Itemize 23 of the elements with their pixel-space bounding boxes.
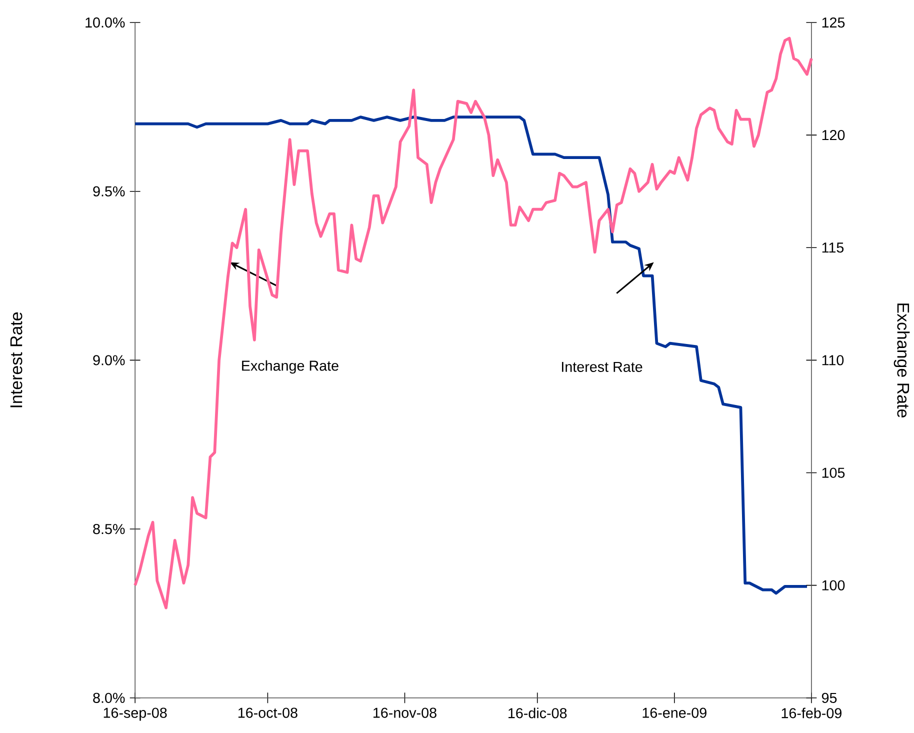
annotation: Interest Rate xyxy=(562,362,642,372)
y2-tick-label: 120 xyxy=(822,130,845,140)
y2-axis-title: Exchange Rate xyxy=(894,304,910,418)
y-tick-label: 9.5% xyxy=(93,186,125,196)
annotation: Exchange Rate xyxy=(242,360,338,374)
y-axis-title: Interest Rate xyxy=(10,312,22,408)
y2-tick-label: 95 xyxy=(822,692,837,703)
y-tick-label: 9.0% xyxy=(93,355,125,366)
x-tick-label: 16-oct-08 xyxy=(238,708,298,718)
y-tick-label: 10.0% xyxy=(86,17,125,28)
y2-tick-label: 100 xyxy=(822,580,845,590)
x-tick-label: 16-sep-08 xyxy=(104,708,167,721)
x-tick-label: 16-dic-08 xyxy=(508,708,567,718)
y2-tick-label: 105 xyxy=(822,468,845,478)
x-tick-label: 16-nov-08 xyxy=(374,708,436,718)
y-tick-label: 8.5% xyxy=(93,524,125,534)
y2-tick-label: 125 xyxy=(822,17,845,28)
x-tick-label: 16-ene-09 xyxy=(642,708,706,718)
x-tick-label: 16-feb-09 xyxy=(782,708,842,718)
y-tick-label: 8.0% xyxy=(93,692,125,703)
y2-tick-label: 110 xyxy=(822,355,844,366)
line-series xyxy=(134,36,813,610)
y2-tick-label: 115 xyxy=(822,242,844,253)
